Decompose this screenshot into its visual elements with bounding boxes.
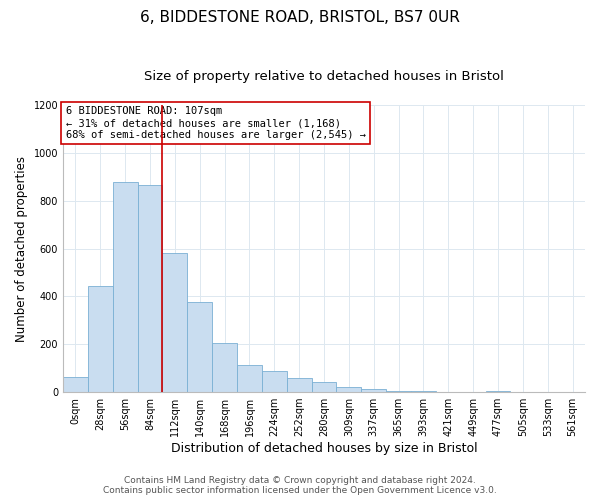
Bar: [237, 364, 262, 392]
Bar: [137, 185, 163, 392]
Bar: [485, 391, 511, 392]
Bar: [337, 388, 361, 392]
Y-axis label: Number of detached properties: Number of detached properties: [15, 156, 28, 342]
Bar: [88, 286, 113, 392]
Bar: [287, 378, 311, 392]
Text: 6 BIDDESTONE ROAD: 107sqm
← 31% of detached houses are smaller (1,168)
68% of se: 6 BIDDESTONE ROAD: 107sqm ← 31% of detac…: [65, 106, 365, 140]
Bar: [311, 382, 337, 392]
Bar: [163, 254, 187, 392]
Bar: [212, 343, 237, 392]
Bar: [187, 302, 212, 392]
Bar: [262, 370, 287, 392]
Text: Contains HM Land Registry data © Crown copyright and database right 2024.
Contai: Contains HM Land Registry data © Crown c…: [103, 476, 497, 495]
Bar: [386, 391, 411, 392]
X-axis label: Distribution of detached houses by size in Bristol: Distribution of detached houses by size …: [171, 442, 478, 455]
Bar: [63, 376, 88, 392]
Bar: [361, 388, 386, 392]
Title: Size of property relative to detached houses in Bristol: Size of property relative to detached ho…: [144, 70, 504, 83]
Text: 6, BIDDESTONE ROAD, BRISTOL, BS7 0UR: 6, BIDDESTONE ROAD, BRISTOL, BS7 0UR: [140, 10, 460, 25]
Bar: [113, 182, 137, 392]
